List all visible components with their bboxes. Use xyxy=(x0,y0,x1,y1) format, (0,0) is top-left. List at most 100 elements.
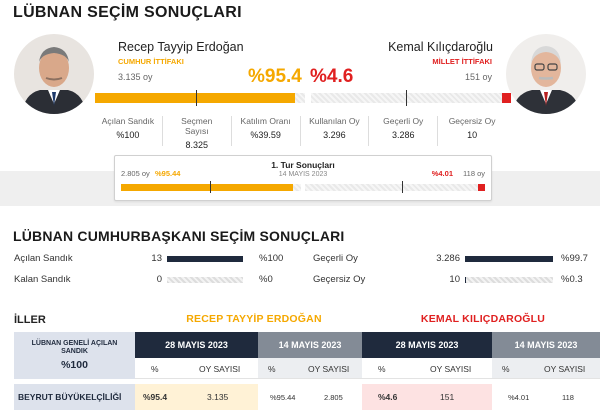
first-round-date: 14 MAYIS 2023 xyxy=(278,171,328,178)
right-candidate-votes: 151 oy xyxy=(464,72,492,82)
stat-label: Geçerli Oy xyxy=(383,116,424,126)
stat-label: Seçmen Sayısı xyxy=(181,116,213,136)
table-corner-cell: LÜBNAN GENELİ AÇILAN SANDIK %100 xyxy=(14,332,135,379)
col-pct-label: % xyxy=(268,363,276,374)
left-vote-bar xyxy=(95,93,305,103)
table-right-candidate: KEMAL KILIÇDAROĞLU xyxy=(420,313,546,325)
col-votes-label: OY SAYISI xyxy=(430,363,472,374)
stat-divider xyxy=(368,116,370,146)
summary-right-pct: %0.3 xyxy=(561,274,583,285)
stat-value: 3.296 xyxy=(323,130,346,140)
page-title: LÜBNAN SEÇİM SONUÇLARI xyxy=(13,4,242,21)
kilicdaroglu-old-subheader: % OY SAYISI xyxy=(492,358,600,379)
stat-item: Geçersiz Oy 10 xyxy=(444,116,500,140)
first-round-right-marker xyxy=(402,181,403,193)
erdogan-new-subheader: % OY SAYISI xyxy=(135,358,258,379)
row-erdogan-old: %95.44 2.805 xyxy=(258,384,362,410)
summary-right-num: 10 xyxy=(449,274,460,285)
first-round-right-pct: %4.01 xyxy=(431,169,453,178)
summary-left-label: Kalan Sandık xyxy=(14,274,71,285)
erdogan-old-subheader: % OY SAYISI xyxy=(258,358,362,379)
summary-right-num: 3.286 xyxy=(436,253,460,264)
col-votes-label: OY SAYISI xyxy=(308,363,350,374)
corner-label: LÜBNAN GENELİ AÇILAN SANDIK xyxy=(31,339,118,355)
stat-label: Kullanılan Oy xyxy=(309,116,360,126)
first-round-left-votes: 2.805 oy xyxy=(121,169,150,178)
table-left-candidate: RECEP TAYYİP ERDOĞAN xyxy=(186,313,322,325)
row-e-old-votes: 2.805 xyxy=(324,392,343,402)
stat-item: Kullanılan Oy 3.296 xyxy=(306,116,362,140)
row-kilicdaroglu-new: %4.6 151 xyxy=(362,384,492,410)
stat-value: %39.59 xyxy=(250,130,281,140)
left-bar-marker xyxy=(196,90,197,106)
stat-value: %100 xyxy=(116,130,140,140)
right-vote-bar xyxy=(311,93,511,103)
left-candidate-alliance: CUMHUR İTTİFAKI xyxy=(118,57,184,66)
stat-item: Geçerli Oy 3.286 xyxy=(375,116,431,140)
summary-left-bar xyxy=(167,256,243,262)
first-round-left-bar xyxy=(121,184,301,191)
col-pct-label: % xyxy=(378,363,386,374)
right-candidate-pct: %4.6 xyxy=(310,66,354,87)
stat-divider xyxy=(299,116,301,146)
section-title-results: LÜBNAN CUMHURBAŞKANI SEÇİM SONUÇLARI xyxy=(13,228,345,244)
stat-divider xyxy=(230,116,232,146)
summary-left-num: 13 xyxy=(151,253,162,264)
erdogan-date-new-header[interactable]: 28 MAYIS 2023 xyxy=(135,332,258,358)
summary-left-label: Açılan Sandık xyxy=(14,253,73,264)
first-round-left-marker xyxy=(210,181,211,193)
stat-item: Katılım Oranı %39.59 xyxy=(238,116,294,140)
summary-left-bar-fill xyxy=(167,256,243,262)
left-candidate-name: Recep Tayyip Erdoğan xyxy=(118,40,244,54)
left-candidate-votes: 3.135 oy xyxy=(118,72,153,82)
row-e-old-pct: %95.44 xyxy=(270,392,296,402)
right-candidate-alliance: MİLLET İTTİFAKI xyxy=(432,57,492,66)
kilicdaroglu-date-old-header[interactable]: 14 MAYIS 2023 xyxy=(492,332,600,358)
col-pct-label: % xyxy=(151,363,159,374)
stat-item: Açılan Sandık %100 xyxy=(100,116,156,140)
first-round-right-bar-fill xyxy=(477,184,485,191)
summary-right-bar xyxy=(465,256,553,262)
summary-left-bar xyxy=(167,277,243,283)
iller-label: İLLER xyxy=(14,314,46,326)
kilicdaroglu-portrait-icon xyxy=(506,34,586,114)
col-votes-label: OY SAYISI xyxy=(544,363,586,374)
row-k-old-votes: 118 xyxy=(562,392,574,402)
right-candidate-name: Kemal Kılıçdaroğlu xyxy=(388,40,493,54)
stat-label: Geçersiz Oy xyxy=(448,116,496,126)
row-k-new-votes: 151 xyxy=(440,392,455,402)
summary-right-bar-fill xyxy=(465,256,553,262)
stat-value: 8.325 xyxy=(185,140,209,150)
summary-right-label: Geçerli Oy xyxy=(313,253,358,264)
summary-left-num: 0 xyxy=(156,274,162,285)
stat-divider xyxy=(437,116,439,146)
left-vote-bar-fill xyxy=(95,93,296,103)
col-votes-label: OY SAYISI xyxy=(199,363,241,374)
kilicdaroglu-date-new-header[interactable]: 28 MAYIS 2023 xyxy=(362,332,492,358)
table-row[interactable]: BEYRUT BÜYÜKELÇİLİĞİ %95.4 3.135 %95.44 … xyxy=(14,384,600,410)
summary-right-label: Geçersiz Oy xyxy=(313,274,366,285)
first-round-box[interactable]: 1. Tur Sonuçları 14 MAYIS 2023 2.805 oy … xyxy=(114,155,492,201)
col-pct-label: % xyxy=(502,363,510,374)
first-round-title: 1. Tur Sonuçları xyxy=(271,160,335,170)
row-erdogan-new: %95.4 3.135 xyxy=(135,384,258,410)
first-round-left-bar-fill xyxy=(121,184,293,191)
summary-left-pct: %0 xyxy=(259,274,273,285)
summary-left-pct: %100 xyxy=(259,253,284,264)
right-bar-marker xyxy=(406,90,407,106)
right-vote-bar-fill xyxy=(501,93,511,103)
erdogan-avatar xyxy=(14,34,94,114)
summary-right-pct: %99.7 xyxy=(561,253,588,264)
row-k-new-pct: %4.6 xyxy=(378,392,398,402)
first-round-right-votes: 118 oy xyxy=(463,169,485,178)
row-e-new-pct: %95.4 xyxy=(143,392,168,402)
stat-label: Açılan Sandık xyxy=(101,116,155,126)
summary-right-bar xyxy=(465,277,553,283)
stat-value: 10 xyxy=(467,130,478,140)
row-e-new-votes: 3.135 xyxy=(207,392,229,402)
corner-value: %100 xyxy=(61,359,88,372)
erdogan-date-old-header[interactable]: 14 MAYIS 2023 xyxy=(258,332,362,358)
stat-value: 3.286 xyxy=(391,130,415,140)
kilicdaroglu-avatar xyxy=(506,34,586,114)
first-round-right-bar xyxy=(305,184,485,191)
